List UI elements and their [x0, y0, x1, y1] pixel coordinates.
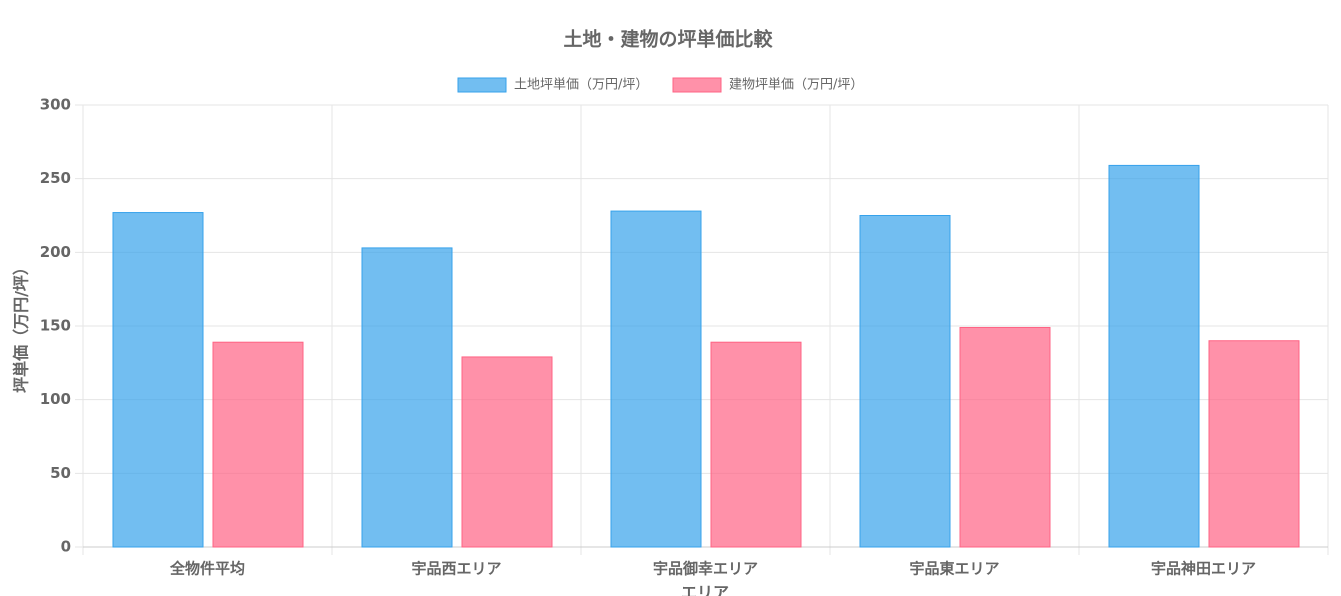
x-tick-label: 宇品神田エリア: [1151, 560, 1256, 578]
y-tick-label: 250: [40, 169, 71, 187]
y-tick-label: 300: [40, 96, 71, 114]
x-tick-label: 宇品東エリア: [909, 560, 999, 578]
y-tick-label: 50: [50, 464, 71, 482]
y-axis-title: 坪単価（万円/坪）: [12, 259, 31, 393]
x-tick-label: 宇品西エリア: [411, 560, 501, 578]
x-axis-title: エリア: [681, 583, 729, 596]
y-tick-label: 150: [40, 317, 71, 335]
bar: [361, 247, 453, 548]
bar: [610, 210, 702, 548]
x-tick-label: 宇品御幸エリア: [653, 560, 758, 578]
chart-title: 土地・建物の坪単価比較: [563, 28, 773, 51]
x-tick-label: 全物件平均: [169, 560, 245, 578]
bar: [212, 341, 304, 548]
bar: [1208, 340, 1300, 548]
y-tick-label: 0: [61, 538, 71, 556]
bar: [710, 341, 802, 548]
legend-label: 建物坪単価（万円/坪）: [729, 77, 863, 93]
legend-label: 土地坪単価（万円/坪）: [514, 77, 648, 93]
legend-swatch: [457, 77, 507, 93]
bar: [112, 212, 204, 548]
bar: [461, 356, 553, 548]
y-tick-label: 100: [40, 390, 71, 408]
bar: [859, 215, 951, 548]
bar: [959, 326, 1051, 548]
legend-swatch: [672, 77, 722, 93]
bar: [1108, 164, 1200, 548]
y-tick-label: 200: [40, 243, 71, 261]
